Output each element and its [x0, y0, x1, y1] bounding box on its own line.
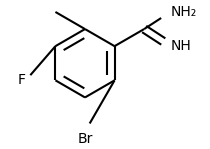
Text: NH₂: NH₂ [171, 5, 197, 19]
Text: Br: Br [77, 132, 93, 146]
Text: NH: NH [171, 39, 191, 53]
Text: F: F [18, 73, 26, 87]
